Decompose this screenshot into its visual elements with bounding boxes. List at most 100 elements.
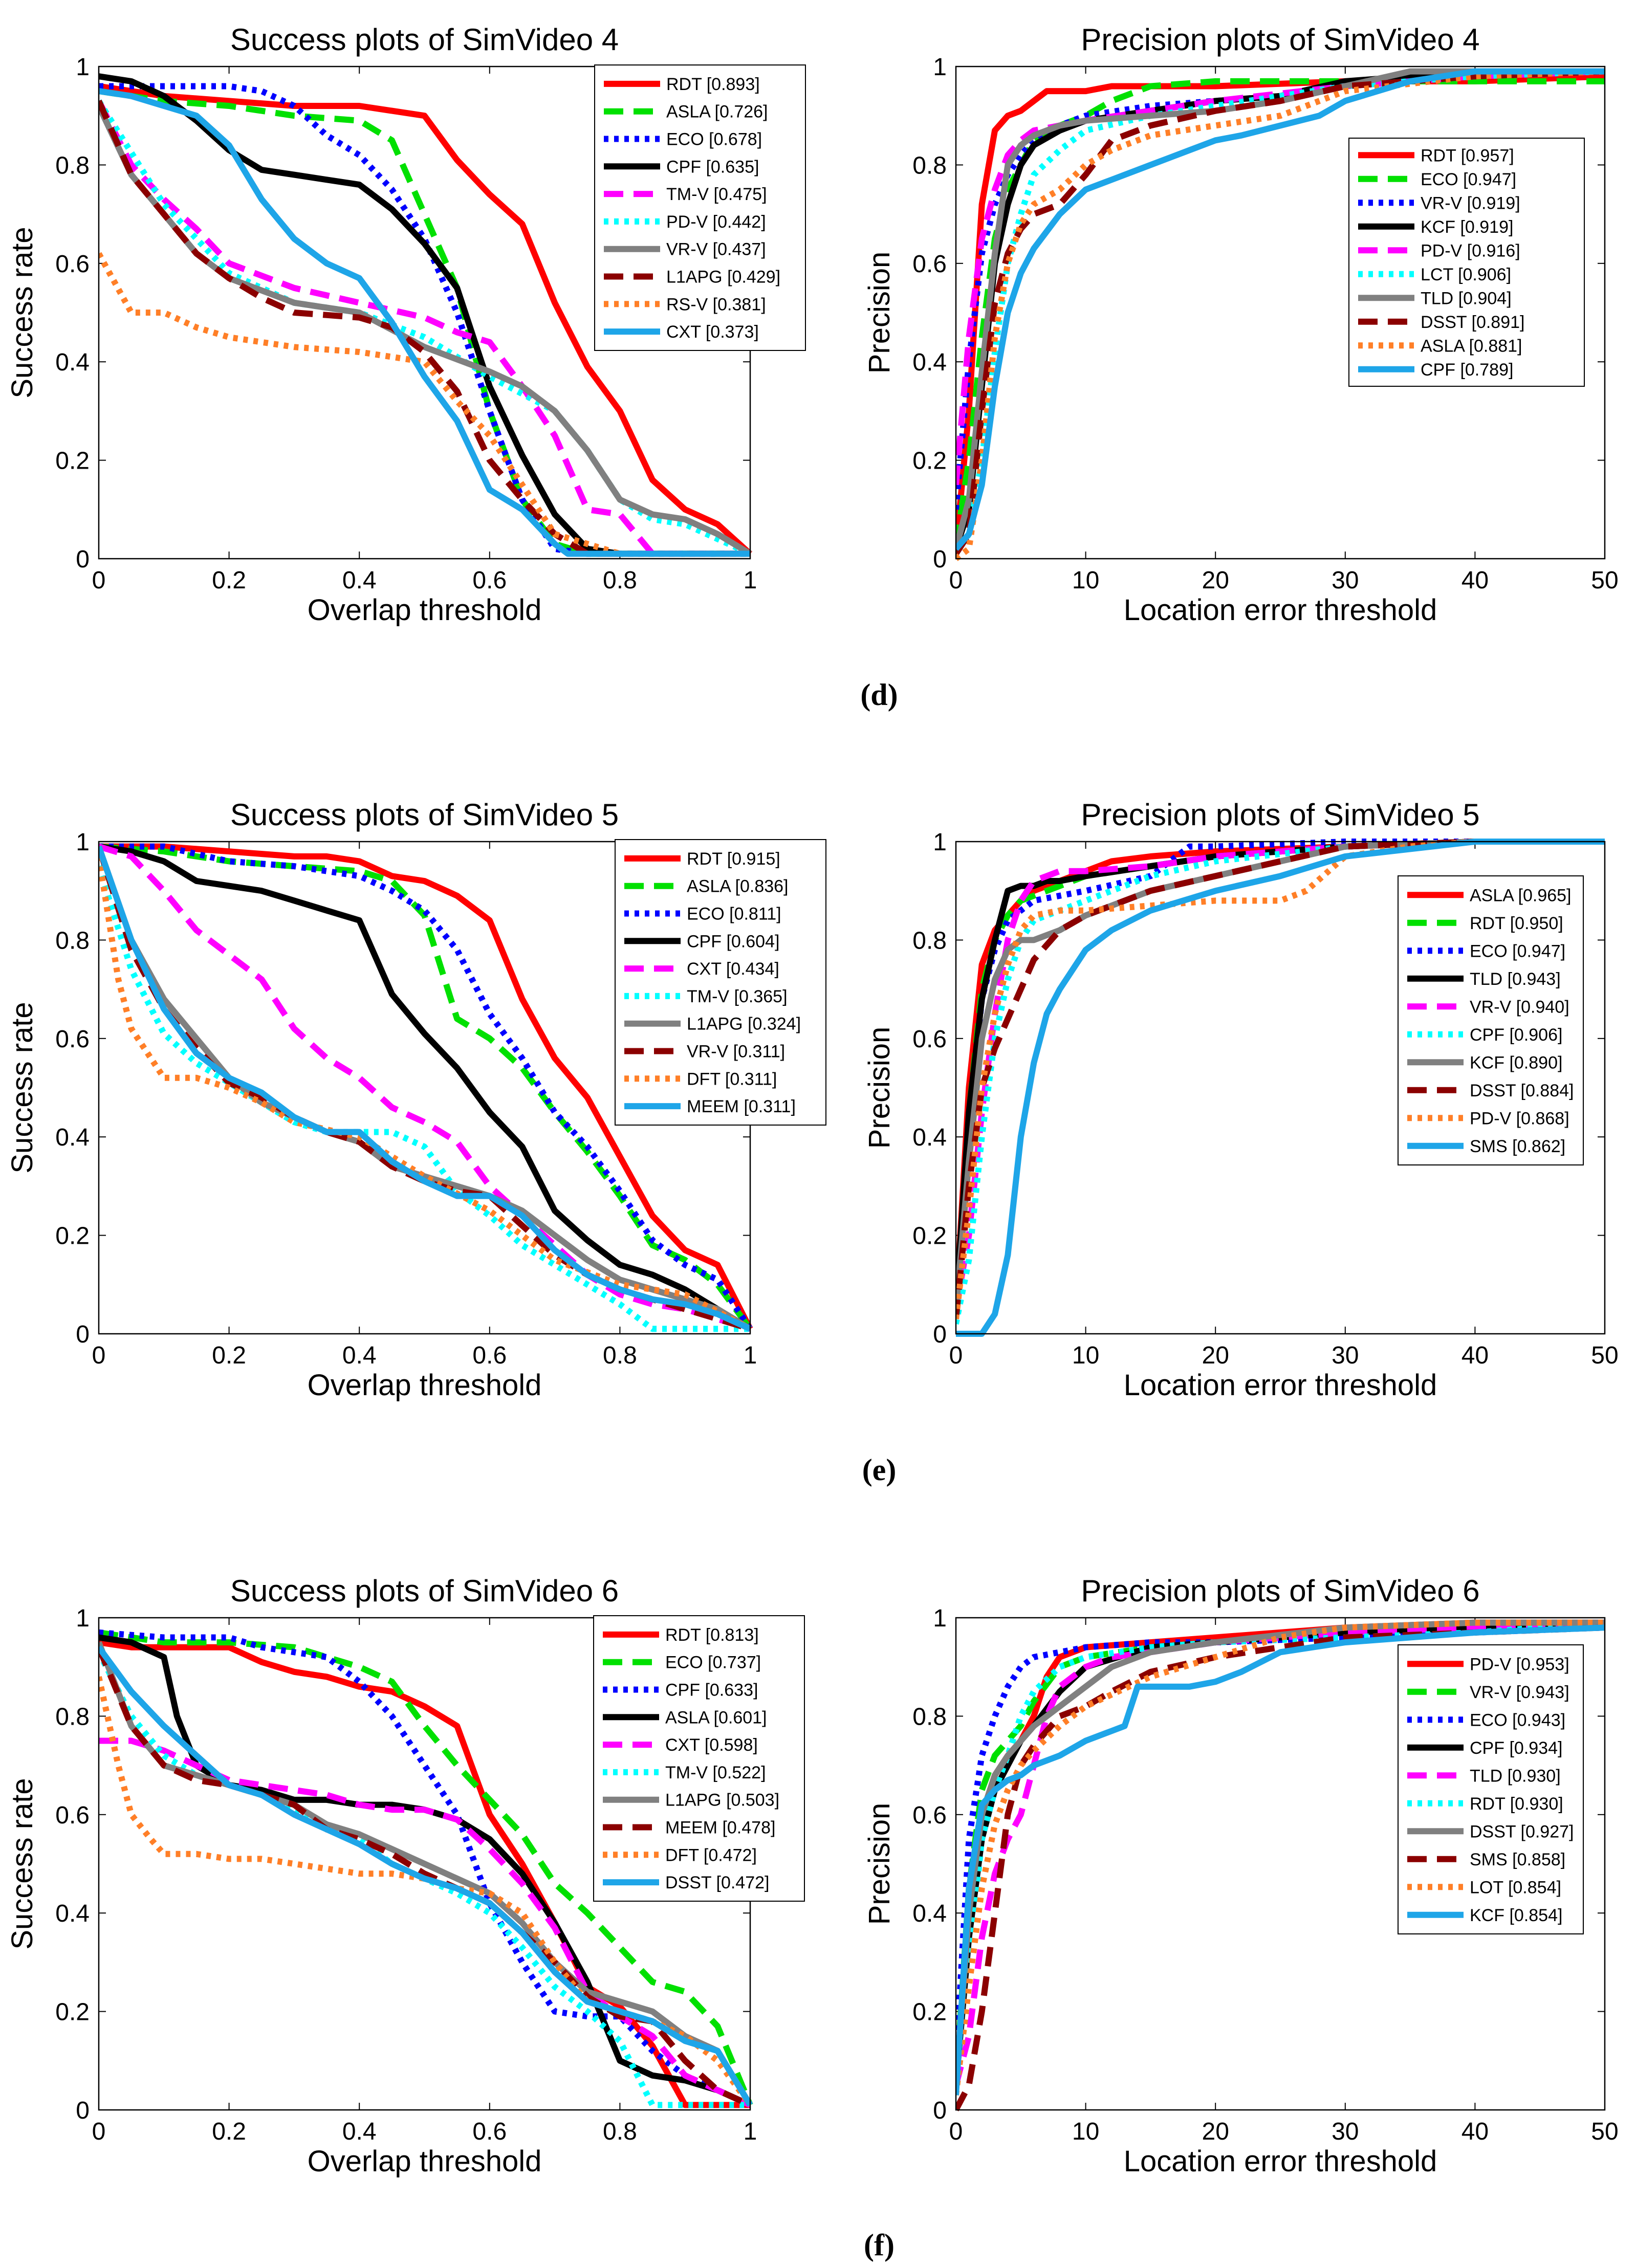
legend-entry: LOT [0.854] xyxy=(1470,1878,1561,1897)
y-tick-label: 0.8 xyxy=(55,152,90,179)
x-tick-label: 10 xyxy=(1072,567,1099,594)
chart-e-success: Success plots of SimVideo 5 0 0.2 0.4 0.6 0.8… xyxy=(6,798,826,1402)
legend-entry: TM-V [0.522] xyxy=(665,1763,766,1782)
y-tick-label: 0.6 xyxy=(912,1026,947,1053)
y-axis-label: Success rate xyxy=(6,227,39,398)
legend-entry: ASLA [0.726] xyxy=(666,102,768,122)
chart-e-precision: Precision plots of SimVideo 50 10 20 30 40 50… xyxy=(863,798,1619,1402)
x-tick-label: 0 xyxy=(949,1342,963,1369)
y-tick-label: 1 xyxy=(76,829,90,856)
x-axis-label: Location error threshold xyxy=(1124,593,1437,627)
legend-entry: CPF [0.789] xyxy=(1421,360,1513,380)
y-tick-label: 0.6 xyxy=(55,1802,90,1829)
x-tick-label: 0.8 xyxy=(603,2118,637,2145)
series-line-eco xyxy=(99,1629,753,2106)
y-tick-label: 0.4 xyxy=(55,1124,90,1151)
series-line-cxt xyxy=(99,88,750,557)
x-tick-label: 30 xyxy=(1332,2118,1359,2145)
chart-title: Precision plots of SimVideo 5 xyxy=(1081,798,1479,832)
series-line-cpf xyxy=(99,843,752,1332)
legend-entry: SMS [0.858] xyxy=(1470,1850,1565,1869)
legend-entry: ECO [0.947] xyxy=(1470,941,1565,961)
series-line-rdt xyxy=(956,73,1605,549)
x-tick-label: 0.2 xyxy=(212,1342,246,1369)
series-line-rdt xyxy=(99,843,753,1331)
legend-entry: L1APG [0.324] xyxy=(687,1015,801,1034)
x-tick-label: 0.8 xyxy=(603,567,637,594)
x-tick-label: 20 xyxy=(1202,1342,1229,1369)
y-tick-label: 0.8 xyxy=(912,152,947,179)
series-line-cpf xyxy=(99,1629,752,2108)
x-tick-label: 30 xyxy=(1332,567,1359,594)
legend-entry: L1APG [0.503] xyxy=(665,1791,779,1810)
y-axis-label: Precision xyxy=(863,252,896,374)
chart-d-precision: Precision plots of SimVideo 40 10 20 30 40 50… xyxy=(863,23,1619,627)
legend-entry: CPF [0.635] xyxy=(666,157,759,177)
series-line-tm-v xyxy=(99,99,750,557)
legend-entry: RDT [0.813] xyxy=(665,1625,759,1645)
legend-entry: LCT [0.906] xyxy=(1421,265,1511,284)
y-tick-label: 0.4 xyxy=(912,349,947,376)
legend-entry: ASLA [0.601] xyxy=(665,1708,767,1727)
x-tick-label: 50 xyxy=(1591,2118,1618,2145)
series-line-eco xyxy=(956,1624,1605,2061)
legend-box xyxy=(615,839,826,1126)
y-tick-label: 0.4 xyxy=(55,349,90,376)
legend-entry: TLD [0.943] xyxy=(1470,970,1561,989)
series-line-l1apg xyxy=(99,845,752,1332)
legend-entry: DFT [0.311] xyxy=(687,1069,777,1089)
series-line-cxt xyxy=(99,1737,752,2108)
legend-entry: PD-V [0.953] xyxy=(1470,1655,1569,1674)
legend-entry: VR-V [0.943] xyxy=(1470,1683,1569,1702)
legend-entry: ECO [0.947] xyxy=(1421,170,1516,189)
legend-entry: VR-V [0.437] xyxy=(666,240,766,259)
legend-entry: DSST [0.927] xyxy=(1470,1822,1574,1841)
legend-entry: KCF [0.919] xyxy=(1421,217,1513,237)
y-tick-label: 1 xyxy=(933,829,947,856)
x-axis-label: Overlap threshold xyxy=(308,2145,542,2178)
series-line-rs-v xyxy=(99,252,750,557)
series-line-cxt xyxy=(99,843,751,1332)
legend-entry: DSST [0.891] xyxy=(1421,313,1525,332)
y-tick-label: 0 xyxy=(76,1321,90,1348)
y-tick-label: 1 xyxy=(76,54,90,81)
legend-box xyxy=(594,64,806,351)
y-tick-label: 0.2 xyxy=(55,448,90,475)
x-tick-label: 0 xyxy=(92,567,106,594)
legend-entry: CXT [0.373] xyxy=(666,322,759,342)
series-line-lot xyxy=(956,1619,1605,2096)
y-tick-label: 0 xyxy=(933,1321,947,1348)
x-tick-label: 0.2 xyxy=(212,2118,246,2145)
legend-entry: TLD [0.930] xyxy=(1470,1766,1561,1786)
legend-entry: RS-V [0.381] xyxy=(666,295,766,314)
legend-entry: MEEM [0.478] xyxy=(665,1818,775,1838)
legend-entry: RDT [0.930] xyxy=(1470,1794,1563,1814)
legend-entry: ASLA [0.965] xyxy=(1470,886,1572,905)
legend: PD-V [0.953] VR-V [0.943] ECO [0.943] CPF [… xyxy=(1398,1644,1584,1934)
x-tick-label: 0.2 xyxy=(212,567,246,594)
legend-entry: ECO [0.943] xyxy=(1470,1710,1565,1730)
series-line-dsst xyxy=(99,1645,753,2107)
x-tick-label: 40 xyxy=(1462,2118,1489,2145)
x-axis-label: Overlap threshold xyxy=(308,1369,542,1402)
legend-entry: CPF [0.633] xyxy=(665,1681,758,1700)
y-tick-label: 0.2 xyxy=(912,448,947,475)
y-tick-label: 0.6 xyxy=(55,1026,90,1053)
legend-entry: TM-V [0.365] xyxy=(687,987,788,1006)
legend-entry: RDT [0.893] xyxy=(666,75,760,94)
x-tick-label: 20 xyxy=(1202,2118,1229,2145)
y-tick-label: 0.8 xyxy=(55,1703,90,1730)
legend-entry: DSST [0.472] xyxy=(665,1873,770,1892)
legend-entry: TLD [0.904] xyxy=(1421,289,1512,308)
legend-entry: VR-V [0.940] xyxy=(1470,997,1569,1017)
y-tick-label: 0.8 xyxy=(912,1703,947,1730)
caption-d: (d) xyxy=(860,678,898,712)
x-tick-label: 1 xyxy=(744,1342,757,1369)
series-line-eco xyxy=(99,843,753,1331)
y-tick-label: 0 xyxy=(933,546,947,573)
series-line-asla xyxy=(99,1634,752,2108)
chart-f-success: Success plots of SimVideo 6 0 0.2 0.4 0.6 0.8… xyxy=(6,1574,805,2178)
x-tick-label: 50 xyxy=(1591,567,1618,594)
legend-entry: ECO [0.678] xyxy=(666,130,762,149)
legend: RDT [0.893] ASLA [0.726] ECO [0.678] CPF [0… xyxy=(594,64,806,351)
